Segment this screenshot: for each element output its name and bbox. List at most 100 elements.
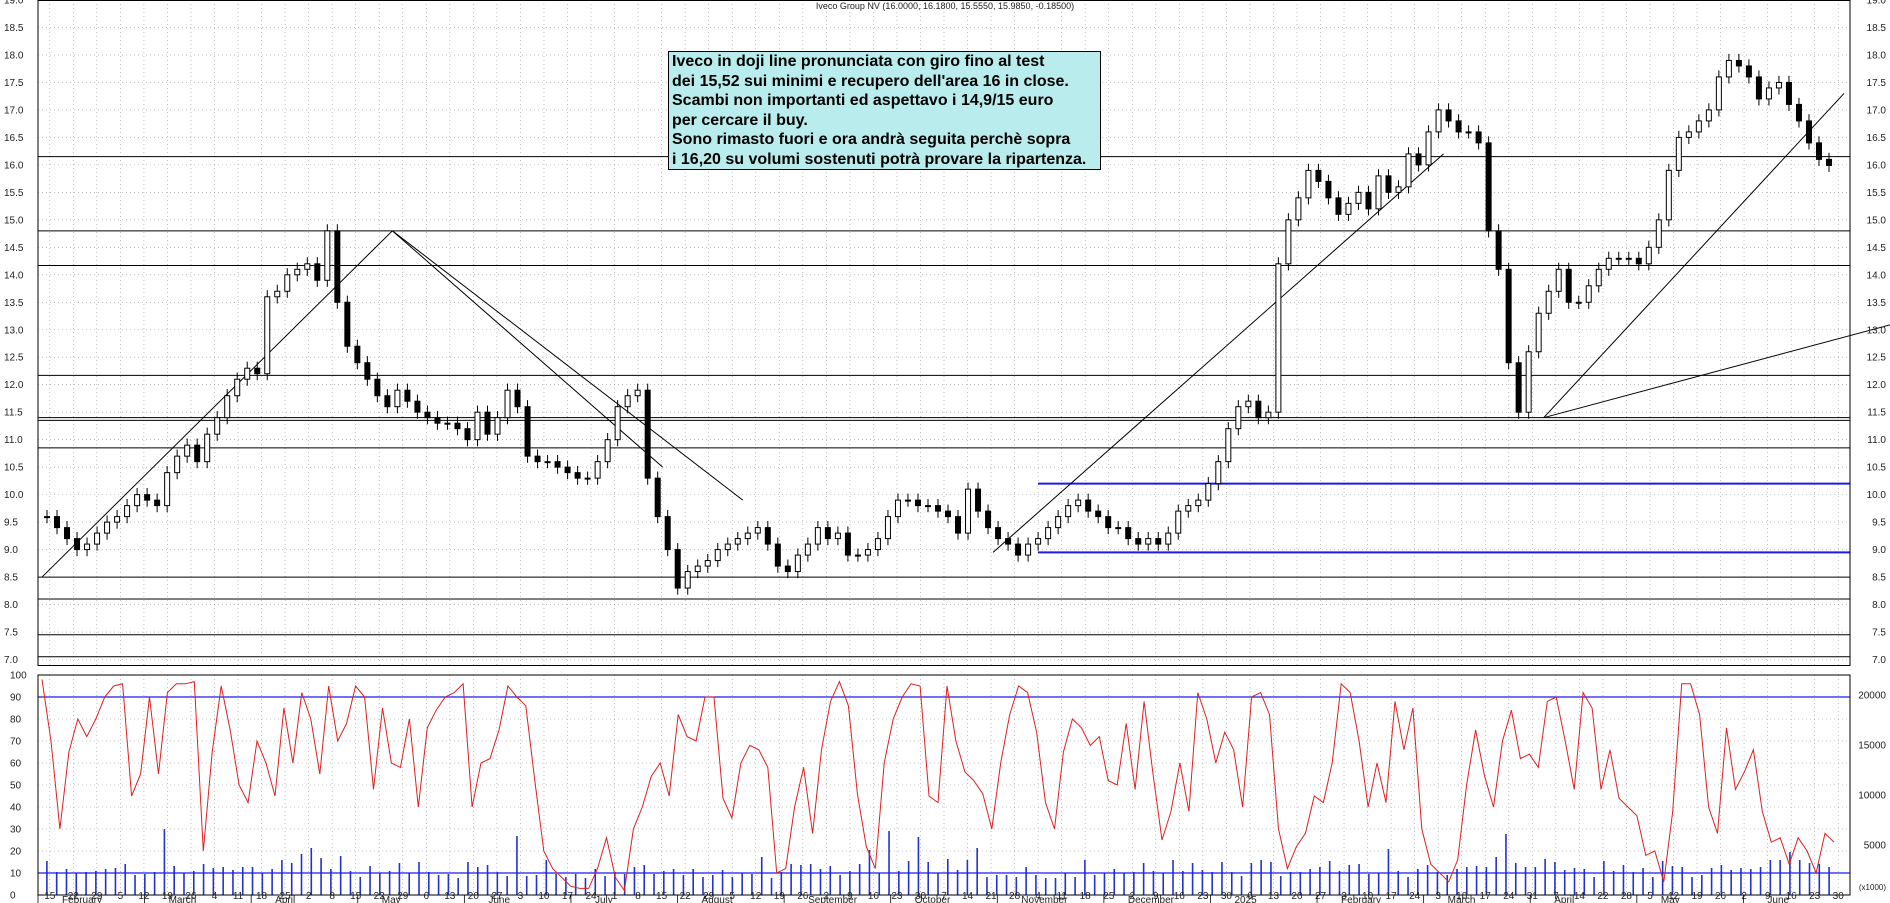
candle-body — [44, 516, 51, 519]
volume-bars — [46, 829, 1830, 895]
candle-body — [1465, 131, 1472, 134]
month-label: April — [1554, 895, 1574, 903]
x-tick-label: 27 — [1315, 891, 1327, 902]
candle-body — [1095, 510, 1102, 518]
y-tick-label-left: 13.5 — [4, 298, 24, 309]
y-tick-label-left: 18.0 — [4, 50, 24, 61]
x-tick-label: 1 — [612, 891, 618, 902]
candle-body — [1315, 169, 1322, 182]
x-tick-label: 17 — [1386, 891, 1398, 902]
candle-body — [1665, 169, 1672, 221]
candle-body — [904, 499, 911, 502]
candle-body — [824, 527, 831, 540]
candle-body — [434, 417, 441, 424]
candle-body — [744, 532, 751, 540]
candle-body — [284, 274, 291, 292]
note-line-1: Iveco in doji line pronunciata con giro … — [672, 53, 1045, 70]
x-tick-label: 5 — [118, 891, 124, 902]
candle-body — [874, 538, 881, 551]
candle-body — [114, 516, 121, 523]
candle-body — [294, 268, 301, 276]
x-tick-label: 19 — [162, 891, 174, 902]
y-tick-label-right: 8.0 — [1872, 600, 1886, 611]
note-line-6: i 16,20 su volumi sostenuti potrà provar… — [672, 150, 1087, 168]
candle-body — [254, 367, 261, 375]
candle-body — [1535, 312, 1542, 353]
candle-body — [444, 422, 451, 425]
candle-body — [584, 477, 591, 480]
candle-body — [1645, 246, 1652, 265]
x-tick-label: 5 — [1647, 891, 1653, 902]
osc-tick-label: 50 — [10, 781, 22, 792]
candle-body — [94, 532, 101, 545]
x-tick-label: 10 — [1456, 891, 1468, 902]
candle-body — [1125, 527, 1132, 540]
month-label: June — [1767, 895, 1789, 903]
y-tick-label-right: 14.5 — [1867, 243, 1887, 254]
osc-tick-label: 30 — [10, 825, 22, 836]
x-tick-label: 25 — [280, 891, 292, 902]
candle-body — [1775, 81, 1782, 89]
x-tick-label: 12 — [138, 891, 150, 902]
chart-title: Iveco Group NV (16.0000, 16.1800, 15.555… — [815, 1, 1075, 11]
candle-body — [1555, 268, 1562, 292]
candle-body — [784, 565, 791, 573]
candle-body — [1285, 219, 1292, 265]
candle-body — [384, 395, 391, 408]
x-tick-label: 12 — [750, 891, 762, 902]
y-tick-label-right: 13.0 — [1867, 325, 1887, 336]
x-tick-label: 22 — [68, 891, 80, 902]
candle-body — [1745, 65, 1752, 78]
y-tick-label-left: 10.5 — [4, 463, 24, 474]
x-tick-label: 24 — [1503, 891, 1515, 902]
candle-body — [1345, 202, 1352, 215]
candle-body — [924, 505, 931, 508]
candle-body — [344, 301, 351, 347]
candle-body — [564, 466, 571, 474]
lower-panel-frame — [37, 674, 1851, 896]
note-line-5: Sono rimasto fuori e ora andrà seguita p… — [672, 131, 1071, 148]
x-tick-label: 6 — [424, 891, 430, 902]
candle-body — [1355, 191, 1362, 204]
y-tick-label-left: 17.0 — [4, 105, 24, 116]
candle-body — [1805, 120, 1812, 144]
vol-tick-label: 20000 — [1858, 691, 1886, 702]
x-tick-label: 5 — [729, 891, 735, 902]
candle-body — [664, 516, 671, 551]
x-tick-label: 11 — [1056, 891, 1067, 902]
y-tick-label-right: 7.5 — [1872, 628, 1886, 639]
month-label: 2025 — [1234, 895, 1257, 903]
x-tick-label: 20 — [1291, 891, 1303, 902]
candle-body — [194, 444, 201, 463]
candle-body — [1105, 516, 1112, 529]
candle-body — [894, 499, 901, 518]
oscillator-line — [41, 679, 1835, 892]
candle-body — [864, 549, 871, 556]
candle-body — [854, 554, 861, 557]
month-label: March — [169, 895, 197, 903]
osc-tick-label: 100 — [10, 671, 27, 682]
trendline — [1543, 324, 1890, 419]
x-tick-label: 3 — [1435, 891, 1441, 902]
candle-body — [1145, 538, 1152, 545]
x-tick-label: 30 — [915, 891, 927, 902]
candle-body — [804, 543, 811, 556]
candle-body — [1295, 197, 1302, 221]
candle-body — [1185, 505, 1192, 512]
x-tick-label: 2 — [1741, 891, 1747, 902]
candle-body — [1455, 120, 1462, 133]
y-tick-label-left: 17.5 — [4, 78, 24, 89]
candle-body — [654, 477, 661, 518]
x-tick-label: 15 — [44, 891, 56, 902]
month-label: April — [275, 895, 295, 903]
candle-body — [104, 521, 111, 534]
candle-body — [1235, 406, 1242, 430]
y-tick-label-right: 8.5 — [1872, 573, 1886, 584]
y-tick-label-right: 10.0 — [1867, 490, 1887, 501]
candle-body — [1655, 219, 1662, 248]
y-tick-label-right: 18.0 — [1867, 50, 1887, 61]
y-tick-label-left: 10.0 — [4, 490, 24, 501]
candle-body — [1715, 76, 1722, 111]
x-tick-label: 9 — [1765, 891, 1771, 902]
osc-tick-label: 90 — [10, 693, 22, 704]
